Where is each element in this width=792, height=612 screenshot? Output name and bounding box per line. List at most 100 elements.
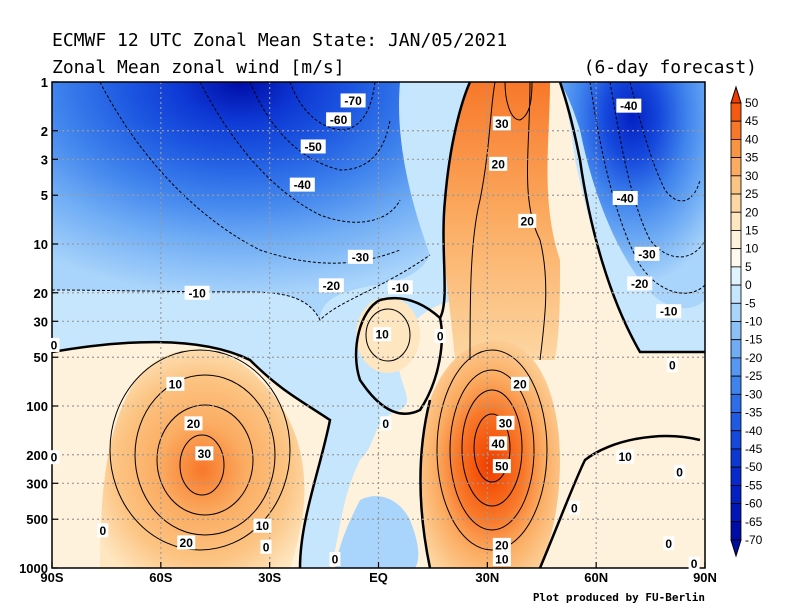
- zero-contour: [558, 82, 705, 354]
- colorbar-min-arrow: [730, 539, 742, 558]
- contour-label-bg: [387, 280, 413, 295]
- contour-label-bg: [434, 329, 446, 344]
- contour-label: 40: [492, 437, 506, 451]
- contour-label: 10: [619, 450, 633, 464]
- contour-label-bg: [260, 539, 272, 554]
- colorbar-label: -55: [745, 478, 763, 492]
- contour-label-bg: [616, 449, 635, 464]
- y-tick-label: 20: [34, 286, 48, 301]
- contour-label-bg: [492, 537, 511, 552]
- neg-contour: [99, 82, 401, 264]
- contour-label: 50: [495, 460, 509, 474]
- colorbar-label: -50: [745, 460, 763, 474]
- pos-contour: [365, 308, 411, 362]
- contour-label: 0: [51, 451, 58, 465]
- colorbar-swatch: [730, 375, 742, 395]
- zero-contour: [419, 399, 432, 568]
- contour-label-bg: [289, 177, 315, 192]
- colorbar-label: 25: [745, 187, 759, 201]
- x-tick-label: EQ: [369, 570, 388, 585]
- contour-label: 0: [382, 417, 389, 431]
- contour-label-bg: [300, 139, 326, 154]
- contour-label-bg: [688, 556, 700, 571]
- contour-label: -50: [305, 140, 323, 154]
- pos-contour: [527, 82, 547, 361]
- neg-contour: [52, 254, 431, 321]
- forecast-note: (6-day forecast): [584, 57, 757, 78]
- contour-label-bg: [492, 459, 511, 474]
- contour-label: -10: [660, 305, 678, 319]
- contour-label: -40: [294, 178, 312, 192]
- contour-label-bg: [326, 112, 352, 127]
- contour-label-bg: [195, 446, 214, 461]
- pos-contour: [473, 413, 511, 483]
- contour-label: -70: [344, 94, 362, 108]
- contour-label: -20: [631, 277, 649, 291]
- field-south-easterlies: [52, 82, 430, 320]
- contour-label: -10: [392, 281, 410, 295]
- contour-label: -60: [330, 113, 348, 127]
- pos-contour: [134, 374, 276, 536]
- colorbar-label: -25: [745, 369, 763, 383]
- contour-label-bg: [253, 518, 272, 533]
- colorbar-swatch: [730, 357, 742, 377]
- zero-contour: [52, 340, 332, 568]
- colorbar-swatch: [730, 521, 742, 541]
- chart-subtitle: Zonal Mean zonal wind [m/s]: [52, 57, 345, 78]
- contour-label-bg: [340, 93, 366, 108]
- contour-lines: [52, 82, 705, 568]
- colorbar-label: -60: [745, 497, 763, 511]
- colorbar-swatch: [730, 248, 742, 268]
- contour-label: 10: [375, 328, 389, 342]
- y-tick-label: 1000: [19, 561, 48, 576]
- x-tick-label: 60S: [149, 570, 172, 585]
- colorbar-label: -70: [745, 533, 763, 547]
- contour-label-bg: [166, 376, 185, 391]
- colorbar-swatch: [730, 284, 742, 304]
- pos-contour: [449, 369, 535, 531]
- pos-contour: [109, 349, 291, 551]
- contour-label-bg: [666, 358, 678, 373]
- contour-label-bg: [634, 246, 660, 261]
- contour-label-bg: [48, 450, 60, 465]
- contour-label: -40: [617, 191, 635, 205]
- pos-contour: [156, 404, 254, 516]
- contour-labels: -70 -60 -50 -40 -30 -20 -10 -10 -40 -40 -30 -20 -10 3…: [48, 93, 700, 571]
- contour-label: 30: [495, 117, 509, 131]
- colorbar-label: -30: [745, 387, 763, 401]
- colorbar-swatch: [730, 448, 742, 468]
- contour-label: 20: [492, 157, 506, 171]
- contour-label: 0: [676, 465, 683, 479]
- colorbar-swatch: [730, 175, 742, 195]
- contour-label-bg: [489, 436, 508, 451]
- colorbar-label: 10: [745, 242, 759, 256]
- contour-label: 10: [256, 519, 270, 533]
- y-tick-label: 30: [34, 314, 48, 329]
- colorbar-label: -65: [745, 515, 763, 529]
- contour-label: 10: [495, 553, 509, 567]
- x-tick-label: 90N: [693, 570, 717, 585]
- colorbar-swatch: [730, 503, 742, 523]
- colorbar-swatch: [730, 339, 742, 359]
- zero-contour: [354, 298, 444, 415]
- colorbar-label: -35: [745, 406, 763, 420]
- contour-label: 0: [263, 540, 270, 554]
- contour-label-bg: [663, 536, 675, 551]
- contour-label: 0: [571, 501, 578, 515]
- contour-label-bg: [347, 249, 373, 264]
- contour-label-bg: [612, 190, 638, 205]
- colorbar-swatch: [730, 412, 742, 432]
- x-tick-label: 90S: [40, 570, 63, 585]
- zero-contour: [379, 82, 472, 320]
- contour-label-bg: [492, 116, 511, 131]
- colorbar-label: 0: [745, 278, 752, 292]
- contour-label-bg: [48, 337, 60, 352]
- neg-contour: [249, 82, 391, 171]
- colorbar-label: -40: [745, 424, 763, 438]
- contour-label: 30: [499, 416, 513, 430]
- colorbar-swatch: [730, 211, 742, 231]
- contour-label-bg: [510, 376, 529, 391]
- chart-title: ECMWF 12 UTC Zonal Mean State: JAN/05/20…: [52, 30, 507, 51]
- contour-label-bg: [318, 278, 344, 293]
